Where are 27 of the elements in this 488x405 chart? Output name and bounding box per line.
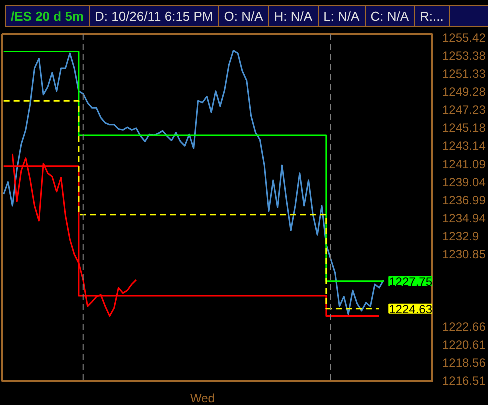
y-tick-label: 1253.38 — [442, 48, 486, 63]
text: R:... — [415, 6, 450, 29]
data-label: 1224.63 — [389, 302, 433, 316]
text: C: N/A — [366, 6, 415, 29]
y-tick-label: 1251.33 — [442, 66, 486, 81]
text: D: 10/26/11 6:15 PM — [90, 6, 220, 29]
data-label: 1227.75 — [389, 274, 433, 289]
y-tick-label: 1220.61 — [442, 338, 486, 352]
y-tick-label: 1241.09 — [442, 157, 486, 172]
y-tick-label: 1234.94 — [442, 212, 486, 226]
x-tick-label: Wed — [190, 392, 215, 405]
y-tick-label: 1249.28 — [442, 85, 486, 100]
y-tick-label: 1239.04 — [442, 175, 486, 190]
y-tick-label: 1247.23 — [442, 103, 486, 118]
y-tick-label: 1243.14 — [442, 139, 486, 154]
y-tick-label: 1216.51 — [442, 374, 486, 388]
text: H: N/A — [269, 6, 319, 29]
y-tick-label: 1232.9 — [442, 230, 480, 244]
y-tick-label: 1245.18 — [442, 121, 486, 136]
y-tick-label: 1230.85 — [442, 248, 486, 262]
y-tick-label: 1255.42 — [442, 30, 486, 45]
y-tick-label: 1218.56 — [442, 356, 486, 370]
y-tick-label: 1236.99 — [442, 193, 486, 208]
chart-title: /ES 20 d 5m — [6, 6, 90, 29]
text: O: N/A — [219, 6, 270, 29]
text: L: N/A — [318, 6, 366, 29]
y-tick-label: 1222.66 — [442, 320, 486, 334]
